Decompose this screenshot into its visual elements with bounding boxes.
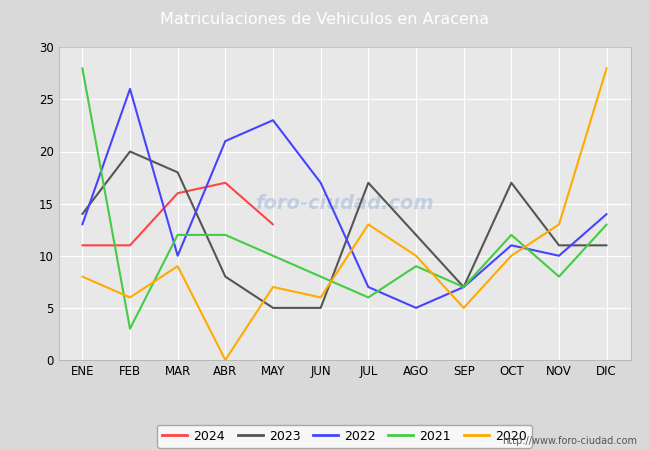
Text: foro-ciudad.com: foro-ciudad.com	[255, 194, 434, 213]
Legend: 2024, 2023, 2022, 2021, 2020: 2024, 2023, 2022, 2021, 2020	[157, 425, 532, 448]
Text: http://www.foro-ciudad.com: http://www.foro-ciudad.com	[502, 436, 637, 446]
Text: Matriculaciones de Vehiculos en Aracena: Matriculaciones de Vehiculos en Aracena	[161, 12, 489, 27]
